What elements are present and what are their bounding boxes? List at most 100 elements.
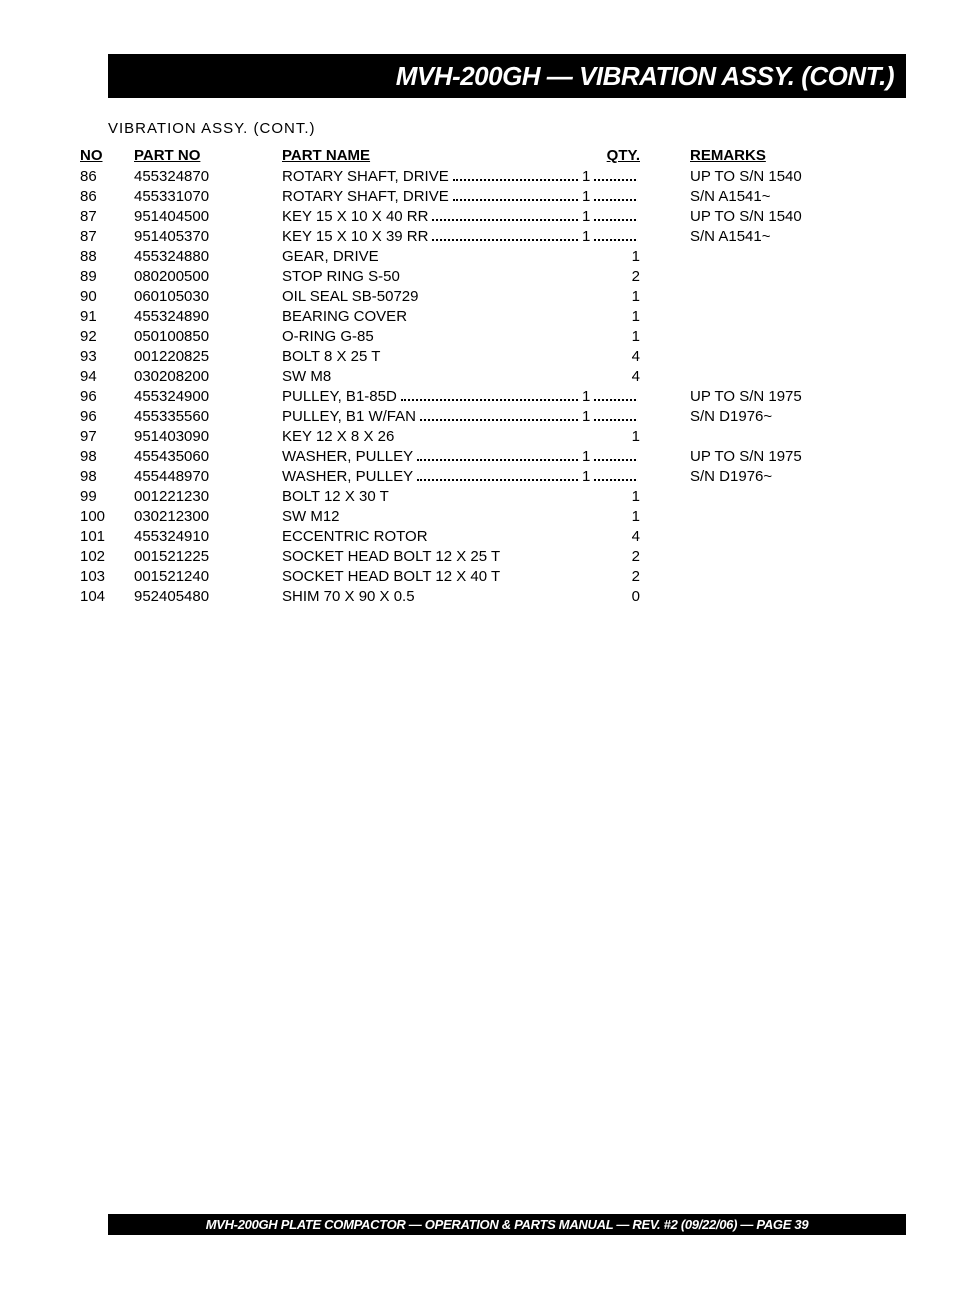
cell-remarks: [660, 426, 906, 446]
cell-no: 93: [80, 346, 134, 366]
cell-remarks: [660, 586, 906, 606]
cell-remarks: [660, 246, 906, 266]
cell-partname: KEY 15 X 10 X 39 RR: [282, 226, 582, 246]
cell-no: 103: [80, 566, 134, 586]
cell-partno: 050100850: [134, 326, 282, 346]
cell-partname: SOCKET HEAD BOLT 12 X 40 T: [282, 566, 582, 586]
cell-no: 104: [80, 586, 134, 606]
cell-no: 89: [80, 266, 134, 286]
cell-partname: GEAR, DRIVE: [282, 246, 582, 266]
cell-partname: ECCENTRIC ROTOR: [282, 526, 582, 546]
cell-remarks: [660, 326, 906, 346]
cell-qty: 1: [582, 506, 660, 526]
table-row: 86455324870ROTARY SHAFT, DRIVE1UP TO S/N…: [80, 166, 906, 186]
cell-partno: 952405480: [134, 586, 282, 606]
cell-partno: 951403090: [134, 426, 282, 446]
table-row: 91455324890BEARING COVER1: [80, 306, 906, 326]
table-row: 98455448970WASHER, PULLEY1S/N D1976~: [80, 466, 906, 486]
cell-no: 88: [80, 246, 134, 266]
cell-partno: 001221230: [134, 486, 282, 506]
table-row: 87951405370KEY 15 X 10 X 39 RR1S/N A1541…: [80, 226, 906, 246]
cell-remarks: [660, 306, 906, 326]
cell-no: 87: [80, 226, 134, 246]
cell-remarks: UP TO S/N 1975: [660, 446, 906, 466]
cell-partno: 001521240: [134, 566, 282, 586]
cell-partno: 455324880: [134, 246, 282, 266]
cell-partname: SHIM 70 X 90 X 0.5: [282, 586, 582, 606]
cell-no: 99: [80, 486, 134, 506]
cell-remarks: UP TO S/N 1540: [660, 206, 906, 226]
cell-no: 96: [80, 406, 134, 426]
cell-partno: 951405370: [134, 226, 282, 246]
cell-no: 90: [80, 286, 134, 306]
table-row: 99001221230BOLT 12 X 30 T1: [80, 486, 906, 506]
cell-partname: ROTARY SHAFT, DRIVE: [282, 166, 582, 186]
cell-partno: 455324910: [134, 526, 282, 546]
cell-no: 87: [80, 206, 134, 226]
header-bar: MVH-200GH — VIBRATION ASSY. (CONT.): [108, 54, 906, 98]
table-row: 93001220825BOLT 8 X 25 T4: [80, 346, 906, 366]
cell-qty: 1: [582, 226, 660, 246]
cell-partname: ROTARY SHAFT, DRIVE: [282, 186, 582, 206]
cell-partno: 001521225: [134, 546, 282, 566]
cell-partname: KEY 12 X 8 X 26: [282, 426, 582, 446]
cell-qty: 2: [582, 266, 660, 286]
page-title: MVH-200GH — VIBRATION ASSY. (CONT.): [396, 61, 894, 92]
table-row: 104952405480SHIM 70 X 90 X 0.50: [80, 586, 906, 606]
col-header-no: NO: [80, 145, 134, 166]
footer-bar: MVH-200GH PLATE COMPACTOR — OPERATION & …: [108, 1214, 906, 1235]
cell-no: 100: [80, 506, 134, 526]
cell-partno: 080200500: [134, 266, 282, 286]
cell-no: 97: [80, 426, 134, 446]
table-row: 90060105030OIL SEAL SB-507291: [80, 286, 906, 306]
cell-partname: WASHER, PULLEY: [282, 446, 582, 466]
cell-qty: 1: [582, 246, 660, 266]
cell-partname: PULLEY, B1-85D: [282, 386, 582, 406]
cell-partname: BOLT 8 X 25 T: [282, 346, 582, 366]
cell-no: 98: [80, 466, 134, 486]
cell-partname: BOLT 12 X 30 T: [282, 486, 582, 506]
cell-no: 102: [80, 546, 134, 566]
cell-partno: 001220825: [134, 346, 282, 366]
cell-qty: 1: [582, 286, 660, 306]
cell-partno: 455331070: [134, 186, 282, 206]
cell-no: 101: [80, 526, 134, 546]
parts-table: NO PART NO PART NAME QTY. REMARKS 864553…: [80, 145, 906, 606]
cell-partno: 951404500: [134, 206, 282, 226]
cell-partno: 060105030: [134, 286, 282, 306]
cell-qty: 1: [582, 466, 660, 486]
cell-partname: OIL SEAL SB-50729: [282, 286, 582, 306]
cell-partno: 455435060: [134, 446, 282, 466]
cell-qty: 1: [582, 446, 660, 466]
cell-qty: 1: [582, 206, 660, 226]
table-row: 88455324880GEAR, DRIVE1: [80, 246, 906, 266]
cell-no: 86: [80, 166, 134, 186]
cell-qty: 1: [582, 186, 660, 206]
cell-remarks: S/N D1976~: [660, 466, 906, 486]
cell-no: 98: [80, 446, 134, 466]
table-row: 96455324900PULLEY, B1-85D1UP TO S/N 1975: [80, 386, 906, 406]
parts-table-container: NO PART NO PART NAME QTY. REMARKS 864553…: [80, 145, 906, 606]
cell-remarks: [660, 366, 906, 386]
cell-qty: 1: [582, 386, 660, 406]
cell-qty: 1: [582, 406, 660, 426]
cell-no: 92: [80, 326, 134, 346]
cell-qty: 1: [582, 486, 660, 506]
cell-qty: 1: [582, 306, 660, 326]
cell-partno: 455335560: [134, 406, 282, 426]
cell-partname: SW M8: [282, 366, 582, 386]
cell-partno: 455324890: [134, 306, 282, 326]
cell-remarks: [660, 346, 906, 366]
cell-partno: 455324870: [134, 166, 282, 186]
cell-qty: 4: [582, 526, 660, 546]
table-row: 92050100850O-RING G-851: [80, 326, 906, 346]
cell-partno: 455448970: [134, 466, 282, 486]
cell-partno: 455324900: [134, 386, 282, 406]
table-row: 87951404500KEY 15 X 10 X 40 RR1UP TO S/N…: [80, 206, 906, 226]
cell-qty: 2: [582, 546, 660, 566]
cell-no: 94: [80, 366, 134, 386]
table-row: 100030212300SW M121: [80, 506, 906, 526]
cell-partname: SW M12: [282, 506, 582, 526]
cell-qty: 1: [582, 426, 660, 446]
cell-qty: 1: [582, 166, 660, 186]
